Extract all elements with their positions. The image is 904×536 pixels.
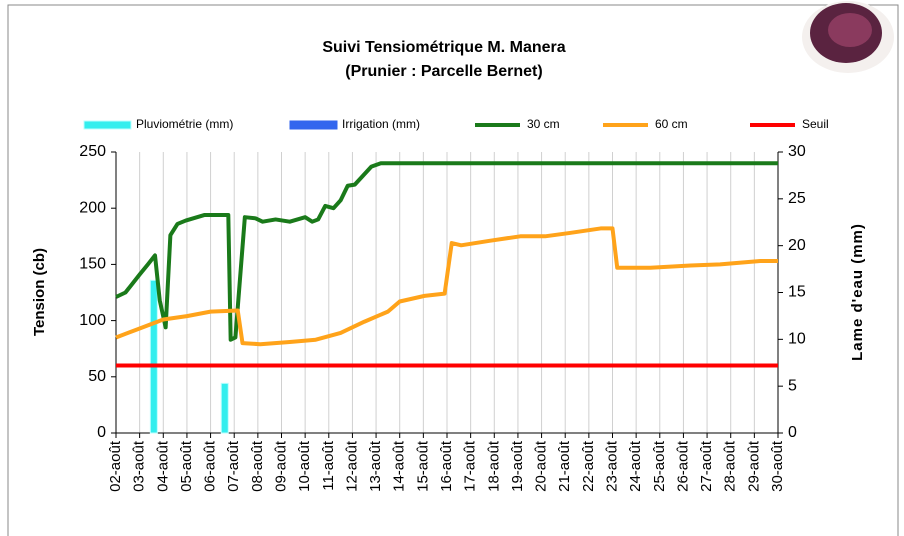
y-tick-label: 150 [79,256,106,273]
y-axis-title: Tension (cb) [31,248,48,336]
y2-tick-label: 15 [788,284,806,301]
x-tick-label: 21-août [556,440,573,492]
y-tick-label: 50 [88,368,106,385]
x-tick-label: 14-août [391,440,408,492]
x-tick-label: 17-août [462,440,479,492]
x-tick-label: 03-août [131,440,148,492]
x-tick-label: 22-août [580,440,597,492]
x-tick-label: 26-août [674,440,691,492]
x-tick-label: 04-août [154,440,171,492]
y2-tick-label: 10 [788,331,806,348]
plum-image [802,1,894,73]
x-tick-label: 16-août [438,440,455,492]
y2-tick-label: 30 [788,143,806,160]
x-tick-label: 20-août [533,440,550,492]
chart-frame [7,4,899,536]
x-tick-label: 19-août [509,440,526,492]
legend-swatch [289,120,338,130]
x-tick-label: 06-août [202,440,219,492]
x-tick-label: 15-août [414,440,431,492]
y2-tick-label: 5 [788,377,797,394]
y-tick-label: 100 [79,312,106,329]
y-tick-label: 250 [79,143,106,160]
x-tick-label: 07-août [225,440,242,492]
x-tick-label: 11-août [320,440,337,491]
x-tick-label: 29-août [745,440,762,492]
bar [220,382,229,434]
x-tick-label: 05-août [178,440,195,492]
y-tick-label: 0 [97,424,106,441]
legend-label: Seuil [802,117,829,131]
chart-title: Suivi Tensiométrique M. Manera [322,39,565,56]
y2-tick-label: 25 [788,190,806,207]
chart-subtitle: (Prunier : Parcelle Bernet) [345,63,542,80]
line-series [115,226,778,347]
x-tick-label: 30-août [769,440,786,492]
x-tick-label: 27-août [698,440,715,492]
x-tick-label: 28-août [722,440,739,492]
y2-tick-label: 20 [788,237,806,254]
x-tick-label: 24-août [627,440,644,492]
legend-label: 30 cm [527,117,560,131]
line-series [115,161,778,342]
legend-label: 60 cm [655,117,688,131]
y-tick-label: 200 [79,199,106,216]
legend-label: Pluviométrie (mm) [136,117,233,131]
x-tick-label: 10-août [296,440,313,492]
legend-swatch [83,120,132,130]
y2-tick-label: 0 [788,424,797,441]
x-tick-label: 08-août [249,440,266,492]
x-tick-label: 12-août [343,440,360,492]
x-tick-label: 13-août [367,440,384,492]
x-tick-label: 23-août [603,440,620,492]
x-tick-label: 18-août [485,440,502,492]
bar [149,279,158,434]
y2-axis-title: Lame d'eau (mm) [849,223,866,361]
x-tick-label: 09-août [272,440,289,492]
x-tick-label: 02-août [107,440,124,492]
legend-label: Irrigation (mm) [342,117,420,131]
x-tick-label: 25-août [651,440,668,492]
